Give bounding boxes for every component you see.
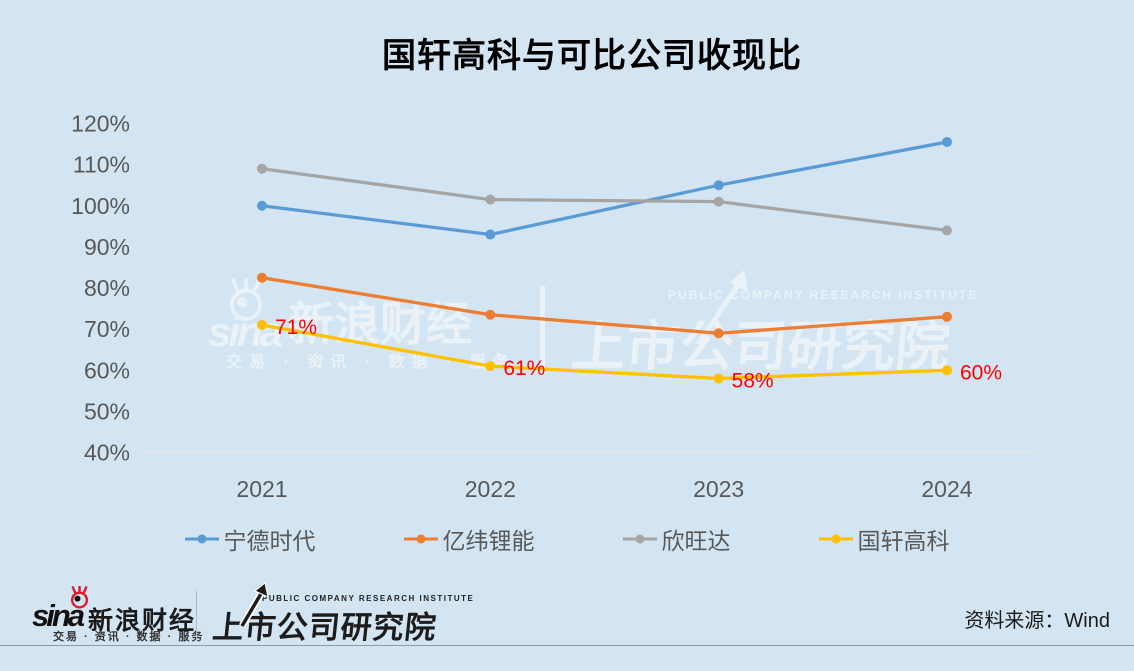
data-point — [485, 229, 496, 240]
y-tick-label: 100% — [71, 193, 130, 219]
series-line-0 — [261, 140, 948, 237]
y-tick-label: 80% — [84, 275, 130, 301]
series-line-3 — [261, 323, 948, 381]
sina-logo-text: sina — [32, 598, 85, 633]
legend-item-0: 宁德时代 — [184, 522, 316, 556]
data-point — [941, 311, 952, 322]
data-point — [485, 309, 496, 320]
x-tick-label: 2024 — [921, 476, 972, 502]
legend-label: 欣旺达 — [661, 528, 731, 554]
line-chart: 40% 50% 60% 70% 80% 90% 100% 110% 120% 2021 2022 20… — [71, 111, 1035, 502]
legend-item-2: 欣旺达 — [622, 522, 731, 556]
x-tick-label: 2021 — [236, 476, 287, 502]
data-label: 61% — [503, 357, 545, 380]
sina-tagline: 交易 · 资讯 · 数据 · 服务 — [53, 631, 205, 643]
legend-item-1: 亿纬锂能 — [403, 522, 535, 556]
legend-marker-icon — [184, 534, 219, 544]
sina-finance-brand: 新浪财经 — [88, 607, 197, 635]
data-label: 58% — [732, 369, 774, 392]
data-point — [941, 365, 952, 376]
data-point — [485, 361, 496, 372]
x-tick-label: 2023 — [693, 476, 744, 502]
y-tick-label: 50% — [84, 398, 130, 424]
footer-divider — [0, 645, 1134, 646]
y-tick-label: 90% — [84, 234, 130, 260]
y-tick-label: 120% — [71, 111, 130, 137]
institute-arrow-icon — [238, 582, 269, 628]
institute-caption: PUBLIC COMPANY RESEARCH INSTITUTE — [262, 594, 475, 603]
legend-marker-icon — [622, 534, 657, 544]
y-tick-label: 40% — [84, 440, 130, 466]
sina-eye-icon — [70, 586, 89, 609]
data-point — [257, 200, 267, 211]
legend-label: 亿纬锂能 — [442, 528, 535, 554]
legend-item-3: 国轩高科 — [818, 522, 950, 556]
chart-title: 国轩高科与可比公司收现比 — [382, 37, 802, 75]
data-point — [941, 225, 952, 236]
data-point — [713, 373, 724, 384]
data-point — [941, 137, 952, 148]
data-point — [257, 163, 267, 174]
y-tick-label: 60% — [84, 357, 130, 383]
data-point — [257, 272, 267, 283]
data-point — [713, 328, 724, 339]
series-line-1 — [261, 276, 948, 335]
y-tick-label: 110% — [73, 152, 130, 178]
data-point — [713, 180, 724, 191]
legend-label: 国轩高科 — [857, 528, 950, 554]
legend-marker-icon — [818, 534, 853, 544]
chart-legend: 宁德时代 亿纬锂能 欣旺达 国轩高科 — [0, 522, 1134, 556]
legend-label: 宁德时代 — [223, 528, 316, 554]
series-line-2 — [261, 167, 948, 233]
footer-logo-divider — [196, 591, 197, 639]
data-label: 60% — [960, 361, 1002, 384]
y-tick-label: 70% — [84, 316, 130, 342]
data-point — [713, 196, 724, 207]
x-tick-label: 2022 — [465, 476, 516, 502]
data-point — [257, 320, 267, 331]
data-source-note: 资料来源：Wind — [964, 610, 1110, 632]
legend-marker-icon — [403, 534, 438, 544]
data-label: 71% — [275, 316, 317, 339]
data-point — [485, 194, 496, 205]
